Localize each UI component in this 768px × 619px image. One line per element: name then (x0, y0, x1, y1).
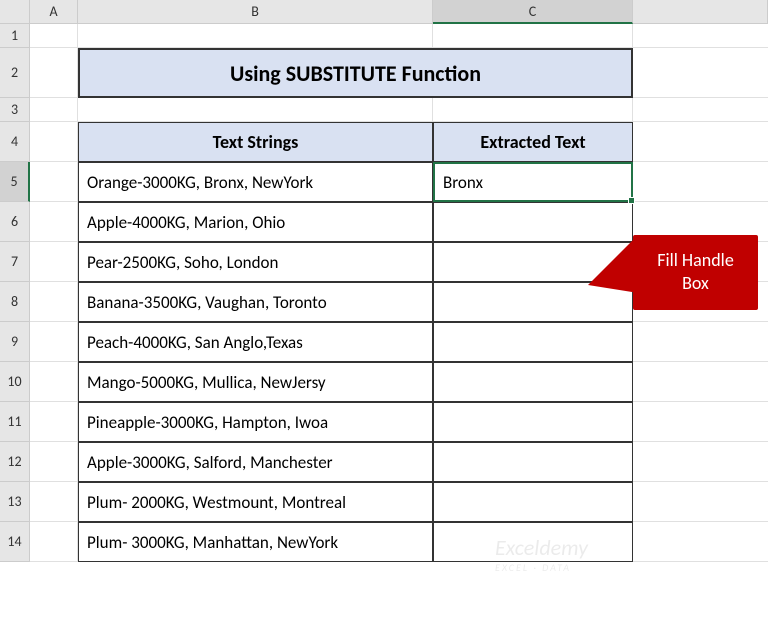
cell-a14[interactable] (30, 522, 78, 562)
cell-b5[interactable]: Orange-3000KG, Bronx, NewYork (78, 162, 433, 202)
cell-a7[interactable] (30, 242, 78, 282)
cell-a6[interactable] (30, 202, 78, 242)
row-header-5[interactable]: 5 (0, 162, 30, 202)
cell-d12[interactable] (633, 442, 768, 482)
cell-d10[interactable] (633, 362, 768, 402)
row-header-14[interactable]: 14 (0, 522, 30, 562)
cell-c14[interactable] (433, 522, 633, 562)
cell-a3[interactable] (30, 98, 78, 122)
col-header-c[interactable]: C (433, 0, 633, 24)
cell-a2[interactable] (30, 48, 78, 98)
callout-line1: Fill Handle (657, 249, 734, 271)
cell-d14[interactable] (633, 522, 768, 562)
cell-a5[interactable] (30, 162, 78, 202)
col-header-blank (633, 0, 768, 24)
cell-d2[interactable] (633, 48, 768, 98)
cell-a13[interactable] (30, 482, 78, 522)
watermark-sub: EXCEL · DATA (495, 561, 588, 574)
row-header-6[interactable]: 6 (0, 202, 30, 242)
cell-d4[interactable] (633, 122, 768, 162)
cell-a1[interactable] (30, 24, 78, 48)
callout-line2: Box (682, 272, 709, 294)
callout-box: Fill Handle Box (633, 235, 758, 310)
fill-handle[interactable] (628, 197, 635, 204)
cell-a4[interactable] (30, 122, 78, 162)
cell-d1[interactable] (633, 24, 768, 48)
cell-d9[interactable] (633, 322, 768, 362)
cell-c12[interactable] (433, 442, 633, 482)
row-header-9[interactable]: 9 (0, 322, 30, 362)
cell-a8[interactable] (30, 282, 78, 322)
cell-b3[interactable] (78, 98, 433, 122)
cell-b9[interactable]: Peach-4000KG, San Anglo,Texas (78, 322, 433, 362)
cell-d5[interactable] (633, 162, 768, 202)
cell-d11[interactable] (633, 402, 768, 442)
select-all-corner[interactable] (0, 0, 30, 24)
row-header-13[interactable]: 13 (0, 482, 30, 522)
cell-c5-value: Bronx (443, 172, 483, 193)
row-header-8[interactable]: 8 (0, 282, 30, 322)
header-text-strings[interactable]: Text Strings (78, 122, 433, 162)
row-header-2[interactable]: 2 (0, 48, 30, 98)
row-header-1[interactable]: 1 (0, 24, 30, 48)
cell-b7[interactable]: Pear-2500KG, Soho, London (78, 242, 433, 282)
col-header-b[interactable]: B (78, 0, 433, 24)
cell-b12[interactable]: Apple-3000KG, Salford, Manchester (78, 442, 433, 482)
cell-c5-selected[interactable]: Bronx (433, 162, 633, 202)
cell-b10[interactable]: Mango-5000KG, Mullica, NewJersy (78, 362, 433, 402)
cell-d13[interactable] (633, 482, 768, 522)
row-header-3[interactable]: 3 (0, 98, 30, 122)
cell-b14[interactable]: Plum- 3000KG, Manhattan, NewYork (78, 522, 433, 562)
cell-a9[interactable] (30, 322, 78, 362)
cell-a12[interactable] (30, 442, 78, 482)
cell-b8[interactable]: Banana-3500KG, Vaughan, Toronto (78, 282, 433, 322)
cell-c11[interactable] (433, 402, 633, 442)
cell-b6[interactable]: Apple-4000KG, Marion, Ohio (78, 202, 433, 242)
title-cell[interactable]: Using SUBSTITUTE Function (78, 48, 633, 98)
cell-a11[interactable] (30, 402, 78, 442)
cell-b11[interactable]: Pineapple-3000KG, Hampton, Iwoa (78, 402, 433, 442)
cell-c9[interactable] (433, 322, 633, 362)
col-header-a[interactable]: A (30, 0, 78, 24)
cell-b1[interactable] (78, 24, 433, 48)
row-header-12[interactable]: 12 (0, 442, 30, 482)
callout-arrow-icon (588, 235, 638, 293)
cell-c10[interactable] (433, 362, 633, 402)
row-header-11[interactable]: 11 (0, 402, 30, 442)
row-header-7[interactable]: 7 (0, 242, 30, 282)
fill-handle-callout: Fill Handle Box (633, 235, 758, 310)
cell-b13[interactable]: Plum- 2000KG, Westmount, Montreal (78, 482, 433, 522)
cell-d3[interactable] (633, 98, 768, 122)
cell-a10[interactable] (30, 362, 78, 402)
row-header-10[interactable]: 10 (0, 362, 30, 402)
cell-c3[interactable] (433, 98, 633, 122)
cell-c1[interactable] (433, 24, 633, 48)
header-extracted-text[interactable]: Extracted Text (433, 122, 633, 162)
cell-c13[interactable] (433, 482, 633, 522)
row-header-4[interactable]: 4 (0, 122, 30, 162)
